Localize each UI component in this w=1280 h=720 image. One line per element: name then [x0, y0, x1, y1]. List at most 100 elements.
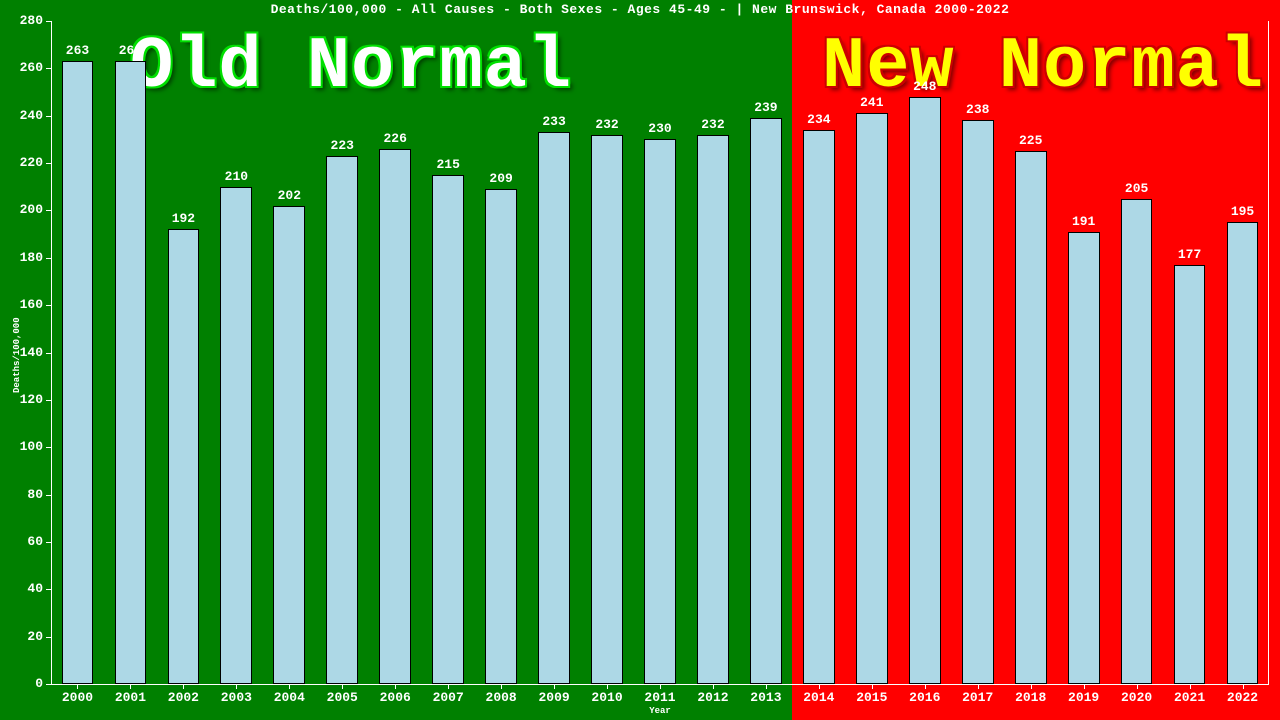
bar-value-label: 191 — [1064, 214, 1104, 229]
y-tick-label: 100 — [11, 439, 43, 454]
x-tick-label: 2007 — [426, 690, 470, 705]
x-tick-mark — [342, 684, 343, 689]
bar — [803, 130, 835, 684]
y-tick-label: 160 — [11, 297, 43, 312]
bar — [485, 189, 517, 684]
y-tick-mark — [46, 116, 51, 117]
x-tick-mark — [501, 684, 502, 689]
bar — [273, 206, 305, 684]
bar — [644, 139, 676, 684]
x-tick-mark — [872, 684, 873, 689]
bar-value-label: 225 — [1011, 133, 1051, 148]
y-tick-label: 240 — [11, 108, 43, 123]
y-tick-label: 20 — [11, 629, 43, 644]
bar — [326, 156, 358, 684]
y-tick-mark — [46, 447, 51, 448]
y-axis-title: Deaths/100,000 — [12, 317, 22, 393]
y-tick-mark — [46, 495, 51, 496]
bar — [909, 97, 941, 684]
y-tick-label: 260 — [11, 60, 43, 75]
bar — [115, 61, 147, 684]
x-tick-mark — [819, 684, 820, 689]
x-tick-mark — [183, 684, 184, 689]
overlay-old-normal: Old Normal — [130, 26, 572, 108]
bar-value-label: 232 — [587, 117, 627, 132]
y-tick-mark — [46, 637, 51, 638]
x-tick-mark — [1137, 684, 1138, 689]
x-tick-label: 2003 — [214, 690, 258, 705]
x-tick-label: 2014 — [797, 690, 841, 705]
x-tick-mark — [236, 684, 237, 689]
right-axis-line — [1268, 21, 1269, 684]
bar — [1227, 222, 1259, 684]
bar — [1174, 265, 1206, 684]
y-tick-mark — [46, 684, 51, 685]
bar — [379, 149, 411, 684]
y-tick-label: 40 — [11, 581, 43, 596]
bar-value-label: 248 — [905, 79, 945, 94]
bar-value-label: 215 — [428, 157, 468, 172]
bar-value-label: 233 — [534, 114, 574, 129]
x-tick-label: 2022 — [1221, 690, 1265, 705]
x-tick-label: 2001 — [108, 690, 152, 705]
y-tick-mark — [46, 353, 51, 354]
bar-value-label: 238 — [958, 102, 998, 117]
bar-value-label: 195 — [1223, 204, 1263, 219]
x-tick-label: 2005 — [320, 690, 364, 705]
y-tick-label: 200 — [11, 202, 43, 217]
x-tick-mark — [713, 684, 714, 689]
x-tick-mark — [1084, 684, 1085, 689]
x-tick-mark — [1031, 684, 1032, 689]
bar — [1121, 199, 1153, 684]
y-tick-label: 220 — [11, 155, 43, 170]
x-tick-mark — [607, 684, 608, 689]
bar-value-label: 232 — [693, 117, 733, 132]
x-axis-title: Year — [640, 706, 680, 716]
x-tick-label: 2016 — [903, 690, 947, 705]
y-tick-mark — [46, 542, 51, 543]
bar — [432, 175, 464, 684]
y-tick-mark — [46, 210, 51, 211]
x-tick-mark — [77, 684, 78, 689]
x-tick-label: 2013 — [744, 690, 788, 705]
y-tick-mark — [46, 21, 51, 22]
x-tick-label: 2011 — [638, 690, 682, 705]
y-axis-line — [51, 21, 52, 684]
y-tick-label: 180 — [11, 250, 43, 265]
x-tick-label: 2000 — [55, 690, 99, 705]
bar-value-label: 263 — [110, 43, 150, 58]
y-tick-mark — [46, 163, 51, 164]
x-tick-mark — [1243, 684, 1244, 689]
x-tick-mark — [130, 684, 131, 689]
bar-value-label: 177 — [1170, 247, 1210, 262]
y-tick-label: 280 — [11, 13, 43, 28]
x-tick-mark — [978, 684, 979, 689]
x-tick-label: 2019 — [1062, 690, 1106, 705]
chart-title: Deaths/100,000 - All Causes - Both Sexes… — [0, 2, 1280, 17]
x-tick-mark — [448, 684, 449, 689]
bar-value-label: 239 — [746, 100, 786, 115]
bar — [62, 61, 94, 684]
y-tick-mark — [46, 258, 51, 259]
x-tick-mark — [766, 684, 767, 689]
bar — [1068, 232, 1100, 684]
y-tick-label: 80 — [11, 487, 43, 502]
bar — [1015, 151, 1047, 684]
x-tick-label: 2015 — [850, 690, 894, 705]
bar-value-label: 263 — [57, 43, 97, 58]
bar — [220, 187, 252, 684]
bar — [962, 120, 994, 684]
y-tick-mark — [46, 305, 51, 306]
x-tick-label: 2010 — [585, 690, 629, 705]
bar-value-label: 226 — [375, 131, 415, 146]
x-tick-label: 2002 — [161, 690, 205, 705]
x-tick-mark — [289, 684, 290, 689]
x-tick-label: 2018 — [1009, 690, 1053, 705]
x-tick-mark — [554, 684, 555, 689]
x-tick-mark — [660, 684, 661, 689]
x-tick-mark — [395, 684, 396, 689]
x-tick-label: 2006 — [373, 690, 417, 705]
bar-value-label: 210 — [216, 169, 256, 184]
x-tick-label: 2012 — [691, 690, 735, 705]
y-tick-mark — [46, 589, 51, 590]
